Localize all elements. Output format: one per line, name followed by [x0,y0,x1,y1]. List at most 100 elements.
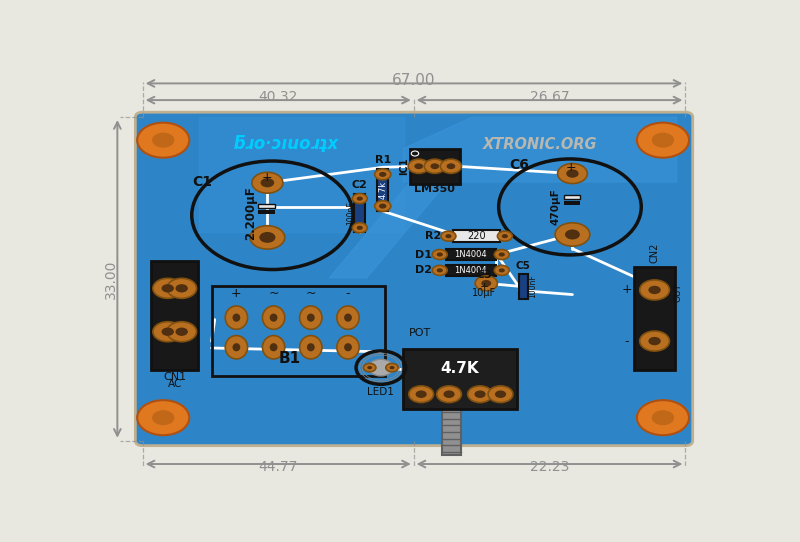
Bar [258,210,275,214]
Circle shape [363,364,376,372]
Circle shape [250,225,285,249]
Circle shape [640,280,670,300]
Circle shape [167,278,197,298]
Ellipse shape [262,306,285,330]
Circle shape [637,400,689,435]
Circle shape [261,178,274,188]
Text: POT: POT [409,328,431,338]
Text: +: + [622,283,632,296]
Text: -: - [625,334,630,347]
Circle shape [475,276,498,291]
Text: 22.23: 22.23 [530,460,569,474]
Bar [258,204,275,208]
Text: 1N4004: 1N4004 [454,250,487,259]
Text: XTRONIC.ORG: XTRONIC.ORG [483,137,598,152]
Bar [402,349,518,409]
Ellipse shape [307,343,314,351]
Text: ~: ~ [306,287,316,300]
Circle shape [409,386,434,403]
Circle shape [566,169,578,178]
Circle shape [652,410,674,425]
Circle shape [558,164,587,184]
Text: 40.32: 40.32 [258,90,298,104]
Text: 470μF: 470μF [550,189,561,225]
Ellipse shape [344,343,352,351]
Circle shape [495,390,506,398]
Text: 1N4004: 1N4004 [454,266,487,275]
Polygon shape [199,117,404,232]
Ellipse shape [300,335,322,359]
Text: B1: B1 [278,351,301,366]
Circle shape [637,122,689,158]
Circle shape [153,278,182,298]
Text: 26.67: 26.67 [530,90,570,104]
Text: 4.7k: 4.7k [378,181,387,199]
Circle shape [175,284,188,293]
Bar [448,400,455,405]
Ellipse shape [270,313,278,322]
Ellipse shape [262,335,285,359]
Bar [564,195,580,198]
Circle shape [352,223,367,233]
Text: 220: 220 [467,231,486,241]
Circle shape [379,172,386,177]
Bar [377,169,388,211]
Circle shape [498,253,505,256]
Circle shape [441,231,456,241]
Bar [442,405,461,455]
Text: 100nF: 100nF [528,274,538,298]
Ellipse shape [300,306,322,330]
Circle shape [175,327,188,336]
Text: C6: C6 [510,158,529,172]
Text: -: - [346,287,350,300]
Bar [518,274,528,299]
Bar [446,249,495,260]
Ellipse shape [233,343,240,351]
Circle shape [482,280,491,287]
Text: C1: C1 [192,175,212,189]
Ellipse shape [337,306,359,330]
Polygon shape [404,117,677,182]
Circle shape [498,231,512,241]
Ellipse shape [226,306,247,330]
Circle shape [390,366,394,369]
Circle shape [640,331,670,351]
Text: AC: AC [167,379,182,389]
Circle shape [367,366,372,369]
Circle shape [498,268,505,273]
Circle shape [162,327,174,336]
Circle shape [437,253,443,256]
Text: C3: C3 [477,270,493,280]
Bar [634,267,674,370]
Circle shape [555,223,590,246]
Circle shape [357,197,363,201]
Circle shape [430,163,439,169]
Circle shape [252,172,283,193]
Text: 4.7K: 4.7K [441,361,479,376]
Text: D1: D1 [415,249,432,260]
Ellipse shape [337,335,359,359]
Circle shape [138,122,190,158]
Text: 67.00: 67.00 [392,73,435,88]
Bar [454,230,500,242]
Circle shape [648,286,661,294]
Circle shape [432,249,447,260]
Circle shape [414,163,423,169]
Text: +: + [262,171,273,184]
Text: IC1: IC1 [398,158,409,175]
Circle shape [408,159,430,173]
Circle shape [494,249,509,260]
Ellipse shape [233,313,240,322]
Text: CN1: CN1 [163,372,186,382]
Circle shape [446,163,455,169]
Circle shape [162,284,174,293]
Bar [211,286,386,376]
Circle shape [386,364,398,372]
Circle shape [352,193,367,204]
Text: R2: R2 [425,231,441,241]
Text: 2.200μF: 2.200μF [244,186,257,240]
Text: LED1: LED1 [367,387,394,397]
Circle shape [424,159,446,173]
Text: ~: ~ [268,287,279,300]
Circle shape [443,390,454,398]
